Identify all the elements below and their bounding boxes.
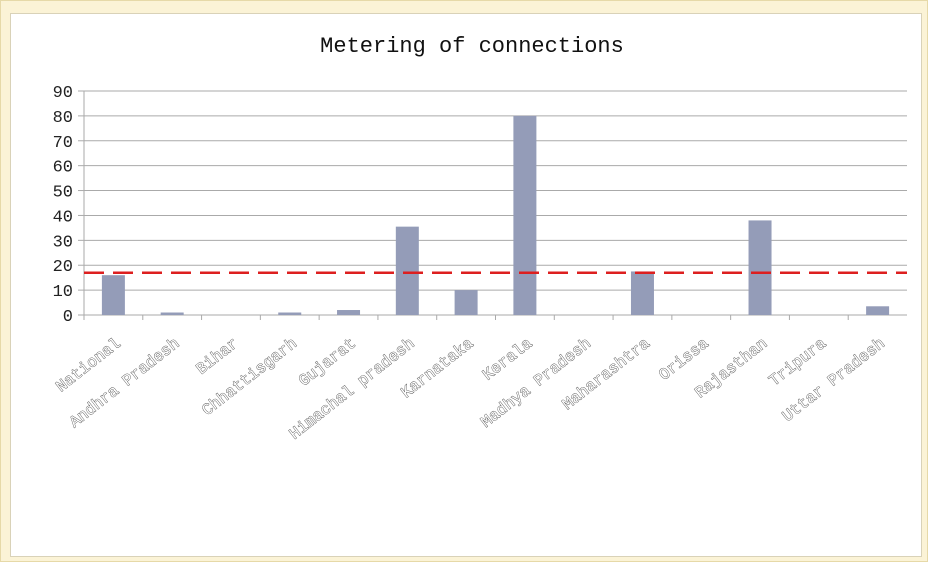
chart-title: Metering of connections <box>320 34 624 59</box>
bar-chhattisgarh <box>278 312 302 315</box>
x-tick-label: Orissa <box>656 335 713 385</box>
bar-himachal-pradesh <box>395 226 419 315</box>
y-tick-label: 10 <box>53 283 73 302</box>
bar-national <box>101 275 125 315</box>
x-tick-label: Bihar <box>193 335 242 379</box>
bar-gujarat <box>337 310 361 315</box>
y-tick-label: 0 <box>63 308 73 327</box>
bar-rajasthan <box>748 220 772 315</box>
x-tick-label: Kerala <box>479 335 536 385</box>
x-tick-label: Andhra Pradesh <box>66 335 183 432</box>
bar-andhra-pradesh <box>160 312 184 315</box>
y-tick-label: 30 <box>53 233 73 252</box>
y-tick-label: 50 <box>53 184 73 203</box>
bar-maharashtra <box>630 271 654 315</box>
y-tick-label: 90 <box>53 84 73 103</box>
bar-karnataka <box>454 290 478 315</box>
y-tick-label: 60 <box>53 159 73 178</box>
x-tick-label: Uttar Pradesh <box>779 335 888 426</box>
y-tick-label: 70 <box>53 134 73 153</box>
bars <box>101 115 890 315</box>
y-axis-ticks: 0 10 20 30 40 50 60 70 80 90 <box>53 84 73 327</box>
bar-uttar-pradesh <box>866 306 890 315</box>
x-tick-label: Madhya Pradesh <box>478 335 595 432</box>
bar-kerala <box>513 115 537 315</box>
grid-lines <box>78 90 907 320</box>
y-tick-label: 20 <box>53 258 73 277</box>
y-tick-label: 40 <box>53 208 73 227</box>
y-tick-label: 80 <box>53 109 73 128</box>
